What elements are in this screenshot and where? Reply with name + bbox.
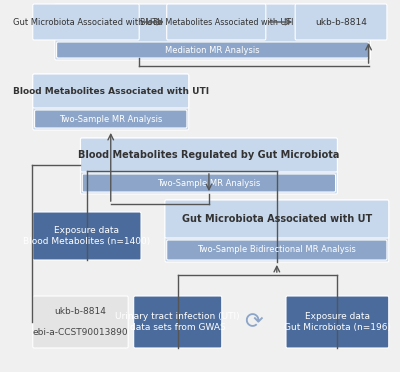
Text: Blood Metabolites Associated with UTI: Blood Metabolites Associated with UTI [140,17,293,26]
Text: Two-Sample MR Analysis: Two-Sample MR Analysis [59,115,162,124]
FancyBboxPatch shape [134,296,222,348]
FancyBboxPatch shape [80,138,337,194]
FancyBboxPatch shape [167,240,387,260]
FancyBboxPatch shape [165,200,389,238]
FancyBboxPatch shape [82,174,336,192]
FancyBboxPatch shape [57,42,368,58]
FancyBboxPatch shape [33,74,189,130]
Text: Two-Sample Bidirectional MR Analysis: Two-Sample Bidirectional MR Analysis [197,246,356,254]
FancyBboxPatch shape [33,4,139,40]
FancyBboxPatch shape [33,212,141,260]
FancyBboxPatch shape [33,296,128,348]
FancyBboxPatch shape [167,4,266,40]
Text: Exposure data
Blood Metabolites (n=1400): Exposure data Blood Metabolites (n=1400) [23,226,150,246]
Text: Blood Metabolites Associated with UTI: Blood Metabolites Associated with UTI [13,87,209,96]
Text: Two-Sample MR Analysis: Two-Sample MR Analysis [157,179,261,187]
Text: Urinary tract infection (UTI)
data sets from GWAS: Urinary tract infection (UTI) data sets … [116,312,240,332]
Text: ukb-b-8814

ebi-a-CCST90013890: ukb-b-8814 ebi-a-CCST90013890 [33,307,128,337]
Text: ⟳: ⟳ [244,312,263,332]
FancyBboxPatch shape [34,110,187,128]
Text: Gut Microbiota Associated with UTI: Gut Microbiota Associated with UTI [12,17,159,26]
Text: Gut Microbiota Associated with UT: Gut Microbiota Associated with UT [182,214,372,224]
Text: ukb-b-8814: ukb-b-8814 [315,17,367,26]
FancyBboxPatch shape [295,4,387,40]
Text: Exposure data
Gut Microbiota (n=196): Exposure data Gut Microbiota (n=196) [284,312,391,332]
FancyBboxPatch shape [55,4,370,60]
FancyBboxPatch shape [33,74,189,108]
Text: Mediation MR Analysis: Mediation MR Analysis [165,45,260,55]
FancyBboxPatch shape [165,200,389,262]
FancyBboxPatch shape [80,138,337,172]
FancyBboxPatch shape [286,296,389,348]
Text: Blood Metabolites Regulated by Gut Microbiota: Blood Metabolites Regulated by Gut Micro… [78,150,340,160]
